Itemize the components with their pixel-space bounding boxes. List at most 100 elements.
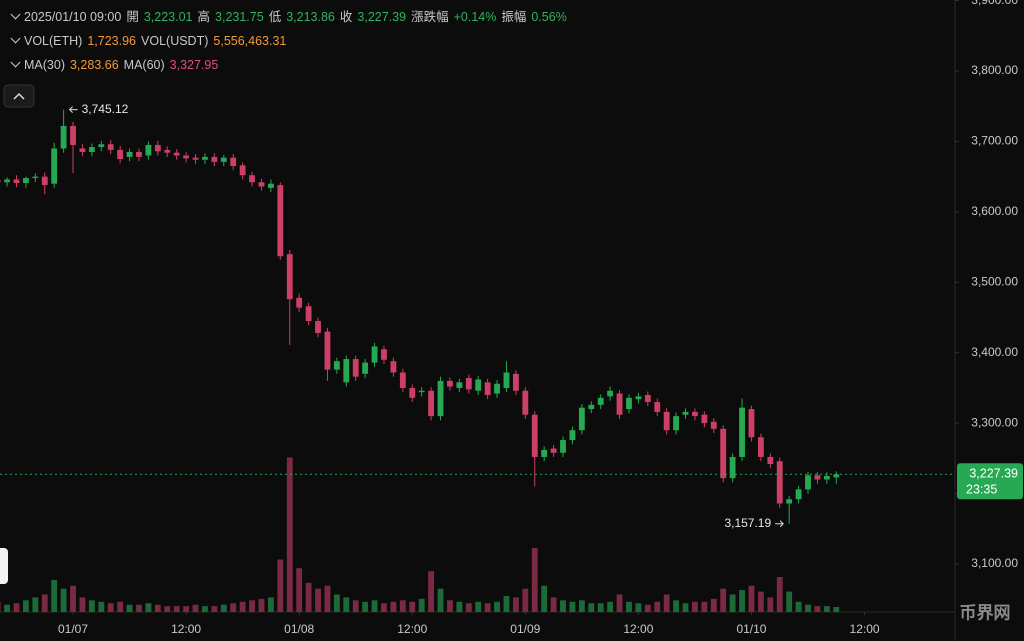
header-item: MA(60) [123, 58, 165, 72]
candle-body [126, 151, 133, 157]
volume-bar [79, 597, 86, 612]
candle-body [663, 411, 670, 431]
candle-body [98, 144, 105, 148]
volume-bar [626, 601, 632, 612]
candle-body [107, 144, 114, 150]
candle-body [833, 474, 840, 478]
candle-body [305, 306, 312, 322]
volume-bar [51, 579, 58, 612]
x-tick-label: 01/09 [510, 622, 540, 636]
candle-body [277, 185, 284, 257]
candle-body [692, 411, 698, 417]
candle-body [230, 157, 237, 167]
candle-body [748, 409, 755, 438]
watermark: 币界网 [960, 603, 1011, 622]
candle-body [70, 125, 76, 145]
x-tick-label: 12:00 [171, 622, 201, 636]
candle-body [541, 449, 548, 457]
chevron[interactable] [10, 9, 21, 20]
y-tick-label: 3,100.00 [971, 556, 1018, 570]
volume-bar [41, 594, 48, 612]
candle-body [343, 359, 350, 383]
volume-bar [333, 594, 340, 612]
header-item: VOL(ETH) [24, 34, 83, 48]
header-row: VOL(ETH) 1,723.96 VOL(USDT) 5,556,463.31 [10, 30, 572, 54]
volume-bar [588, 603, 595, 612]
volume-bar [522, 588, 529, 612]
x-tick-label: 01/10 [736, 622, 766, 636]
volume-bar [381, 603, 387, 612]
volume-bar [465, 603, 472, 612]
volume-bar [258, 598, 265, 612]
candle-body [456, 382, 463, 388]
volume-bar [286, 457, 293, 612]
candle-body [597, 397, 604, 405]
volume-bar [475, 601, 482, 612]
header-item: 2025/01/10 09:00 [24, 10, 122, 24]
candle-body [823, 475, 830, 480]
header-item: 低 [268, 10, 282, 24]
volume-bar [409, 601, 416, 612]
collapse-button[interactable] [3, 84, 35, 108]
candle-body [324, 331, 331, 370]
y-tick-label: 3,800.00 [971, 63, 1018, 77]
volume-bar [541, 585, 548, 612]
volume-bar [569, 601, 576, 612]
candle-body [0, 180, 1, 183]
candle-body [145, 144, 152, 156]
volume-bar [447, 600, 453, 612]
volume-bar [267, 597, 274, 612]
candle-body [795, 489, 802, 500]
header-item: VOL(USDT) [141, 34, 209, 48]
candle-body [786, 499, 793, 504]
volume-bar [239, 601, 246, 612]
candle-body [767, 456, 774, 465]
volume-bar [795, 601, 802, 612]
volume-bar [805, 604, 811, 612]
chevron[interactable] [10, 33, 21, 44]
volume-bar [786, 591, 793, 612]
candle-body [136, 151, 142, 157]
header: 2025/01/10 09:00 開 3,223.01 高 3,231.75 低 3,213… [10, 6, 572, 78]
volume-bar [13, 603, 20, 612]
candle-body [626, 397, 632, 410]
volume-bar [343, 597, 350, 612]
candle-body [428, 390, 435, 417]
candle-body [258, 182, 265, 187]
volume-bar [4, 604, 10, 612]
volume-bar [211, 606, 218, 612]
header-item: +0.14% [453, 10, 497, 24]
volume-bar [390, 601, 397, 612]
chevron[interactable] [10, 57, 21, 68]
y-tick-label: 3,600.00 [971, 204, 1018, 218]
candle-body [729, 456, 736, 479]
candle-body [635, 396, 642, 400]
volume-bar [597, 603, 604, 612]
high-arrow-head [68, 106, 73, 114]
candle-body [220, 157, 227, 162]
volume-bar [296, 568, 303, 612]
candle-body [578, 407, 585, 431]
side-tab[interactable] [0, 548, 8, 584]
volume-bar [748, 585, 755, 612]
candle-body [475, 379, 482, 391]
volume-bar [164, 606, 171, 612]
volume-bar [277, 559, 284, 612]
header-item: 0.56% [531, 10, 567, 24]
header-item: 收 [339, 10, 353, 24]
x-tick-label: 12:00 [397, 622, 427, 636]
candle-body [757, 437, 764, 457]
volume-bar [560, 600, 566, 612]
volume-bar [371, 600, 378, 612]
volume-bar [720, 588, 727, 612]
candle-body [117, 149, 124, 160]
header-item: 1,723.96 [87, 34, 137, 48]
volume-bar [145, 603, 152, 612]
candle-body [720, 428, 727, 479]
x-tick-label: 01/08 [284, 622, 314, 636]
candle-body [399, 372, 406, 388]
header-item: 開 [126, 10, 139, 24]
x-tick-label: 01/07 [58, 622, 88, 636]
candle-body [654, 402, 661, 412]
candle-body [409, 387, 416, 398]
